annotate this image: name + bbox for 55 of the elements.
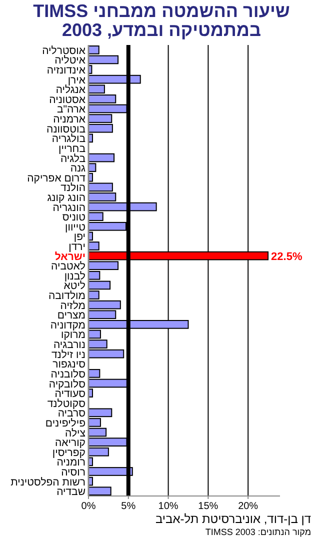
y-tick-label: מולדובה (48, 290, 86, 302)
x-tick-label: 0% (81, 501, 96, 512)
x-tick-label: 5% (121, 501, 136, 512)
text: דן בן-דוד, אוניברסיטת תל-אביב (155, 512, 312, 526)
y-tick-label: אוסטרליה (42, 44, 86, 57)
x-tick-label: 15% (198, 501, 218, 512)
x-tick-label: 20% (238, 501, 258, 512)
y-tick-label: סעודיה (54, 388, 86, 400)
y-tick-label: ארה"ב (56, 104, 86, 116)
data-label: 22.5% (271, 250, 302, 263)
y-tick-label: נורבגיה (53, 339, 86, 352)
y-tick-label: איטליה (54, 54, 86, 67)
y-tick-label: פיליפינים (45, 417, 86, 430)
y-tick-label: צילה (65, 427, 86, 440)
y-tick-label: סרביה (58, 408, 86, 420)
y-tick-label: רוסיה (61, 466, 86, 478)
y-tick-label: סינגפור (52, 358, 86, 371)
y-tick-label: סלובקיה (48, 378, 86, 390)
y-tick-label: לבנון (64, 270, 86, 282)
y-tick-label: מצרים (57, 310, 86, 322)
y-tick-label: בולגריה (52, 133, 86, 146)
y-tick-label: גנה (70, 162, 86, 175)
y-tick-label: מקדוניה (50, 319, 86, 332)
y-tick-label: בוטסוונה (46, 123, 86, 136)
y-tick-label: אנגליה (56, 84, 86, 96)
y-tick-label: בלגיה (60, 152, 86, 165)
y-tick-label: שבדיה (56, 486, 86, 498)
chart-title: שיעור ההשמטה ממבחני TIMSS במתמטיקה ובמדע, 2003 (33, 1, 290, 40)
y-tick-label: הונגריה (52, 202, 86, 214)
y-tick-label: טוניס (62, 212, 86, 224)
y-tick-label: יפן (74, 231, 86, 244)
text: מקור הנתונים: TIMSS 2003 (205, 527, 311, 537)
y-tick-label: ישראל (54, 250, 86, 263)
y-tick-label: אסטוניה (49, 94, 86, 106)
y-tick-label: הולנד (60, 182, 86, 194)
y-tick-label: רשות הפלסטינית (10, 476, 86, 488)
y-tick-label: לאטביה (51, 260, 86, 273)
y-tick-label: מרוקו (61, 329, 86, 342)
y-tick-label: דרום אפריקה (27, 172, 86, 184)
y-tick-label: אירן (68, 74, 86, 86)
y-tick-label: אינדונזיה (46, 64, 86, 77)
y-tick-label: ארמניה (53, 114, 86, 126)
y-tick-label: ליטא (64, 280, 86, 292)
y-tick-label: ניו זילנד (51, 348, 86, 361)
y-tick-label: טייוון (65, 221, 86, 234)
y-tick-label: קפריסין (52, 446, 86, 459)
y-tick-label: רומניה (56, 456, 86, 469)
y-tick-label: הונג קונג (47, 192, 86, 204)
y-tick-label: מלזיה (60, 300, 86, 312)
y-tick-label: בחריין (58, 142, 86, 155)
y-tick-label: סקוטלנד (47, 398, 86, 410)
y-tick-label: קוריאה (54, 437, 86, 450)
y-tick-label: סלובניה (50, 368, 86, 380)
y-tick-label: ירדן (68, 240, 86, 253)
x-tick-label: 10% (158, 501, 178, 512)
